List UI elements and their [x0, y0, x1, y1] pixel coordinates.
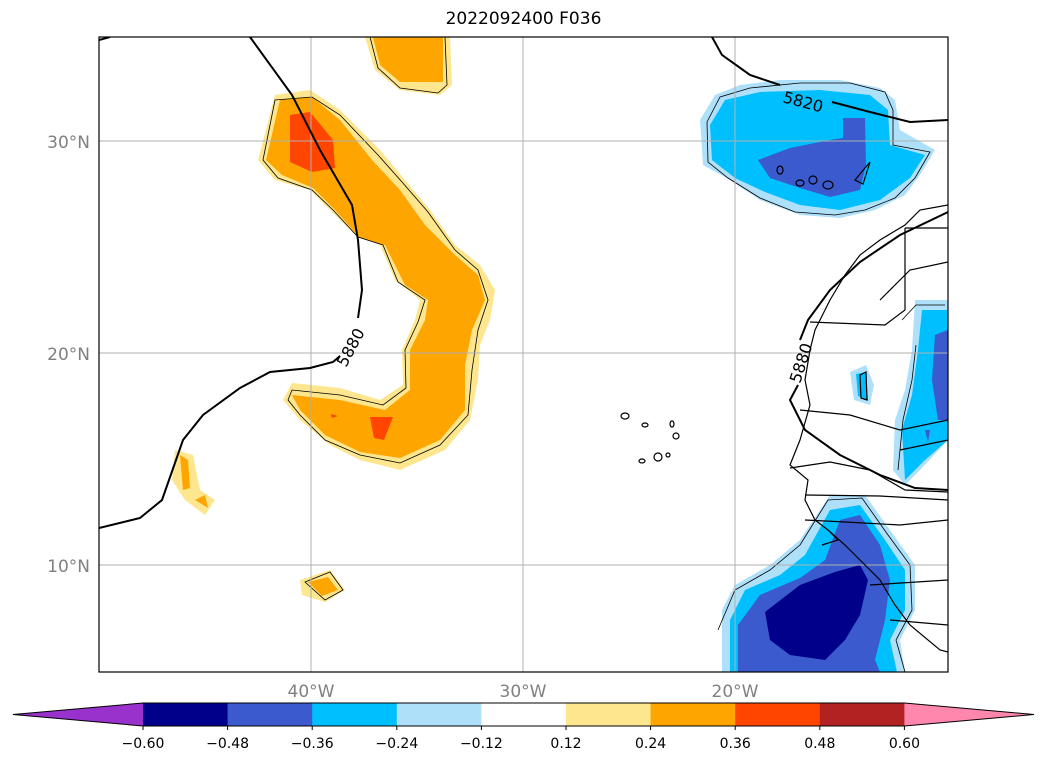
- colorbar-tick-label: −0.60: [122, 736, 165, 752]
- lat-label-30n: 30°N: [47, 133, 90, 153]
- colorbar-tick-label: 0.60: [889, 736, 920, 752]
- colorbar-tick-label: 0.12: [550, 736, 581, 752]
- islands: [620, 161, 871, 546]
- colorbar-tick-label: 0.24: [635, 736, 666, 752]
- colorbar-swatch: [819, 703, 905, 726]
- negative-anomaly-se: [722, 495, 915, 672]
- colorbar: −0.60 −0.48 −0.36 −0.24 −0.12 0.12 0.24 0.36 0.4…: [12, 702, 1035, 752]
- map-title: 2022092400 F036: [445, 9, 602, 29]
- colorbar-tick-label: 0.36: [720, 736, 751, 752]
- orange-anomaly-fill: [180, 37, 485, 596]
- colorbar-swatch: [481, 703, 567, 726]
- map-plot-area: 5820 5880 5880: [99, 37, 948, 672]
- colorbar-swatch: [143, 703, 229, 726]
- colorbar-extend-high: [904, 703, 1034, 726]
- contour-label-5880-west: 5880: [333, 325, 369, 370]
- colorbar-tick-label: −0.36: [291, 736, 334, 752]
- colorbar-swatch: [396, 703, 482, 726]
- colorbar-tick-label: −0.12: [460, 736, 503, 752]
- latitude-labels: 30°N 20°N 10°N: [47, 133, 90, 577]
- lon-label-30w: 30°W: [500, 682, 547, 702]
- lon-label-40w: 40°W: [288, 682, 335, 702]
- lat-label-20n: 20°N: [47, 345, 90, 365]
- lat-label-10n: 10°N: [47, 557, 90, 577]
- colorbar-swatch: [650, 703, 736, 726]
- lon-label-20w: 20°W: [712, 682, 759, 702]
- height-contours: [99, 37, 948, 529]
- colorbar-swatch: [566, 703, 652, 726]
- colorbar-tick-label: 0.48: [804, 736, 835, 752]
- colorbar-tick-label: −0.24: [375, 736, 418, 752]
- map-frame: [98, 36, 949, 673]
- colorbar-swatch: [227, 703, 313, 726]
- colorbar-swatch: [312, 703, 398, 726]
- gridlines: [99, 37, 948, 672]
- colorbar-extend-low: [13, 703, 143, 726]
- anomaly-outlines: [262, 37, 945, 672]
- longitude-labels: 40°W 30°W 20°W: [288, 682, 759, 702]
- negative-anomaly-ne: [700, 80, 935, 218]
- colorbar-tick-label: −0.48: [206, 736, 249, 752]
- colorbar-swatch: [735, 703, 821, 726]
- contour-label-5880-east: 5880: [786, 341, 817, 386]
